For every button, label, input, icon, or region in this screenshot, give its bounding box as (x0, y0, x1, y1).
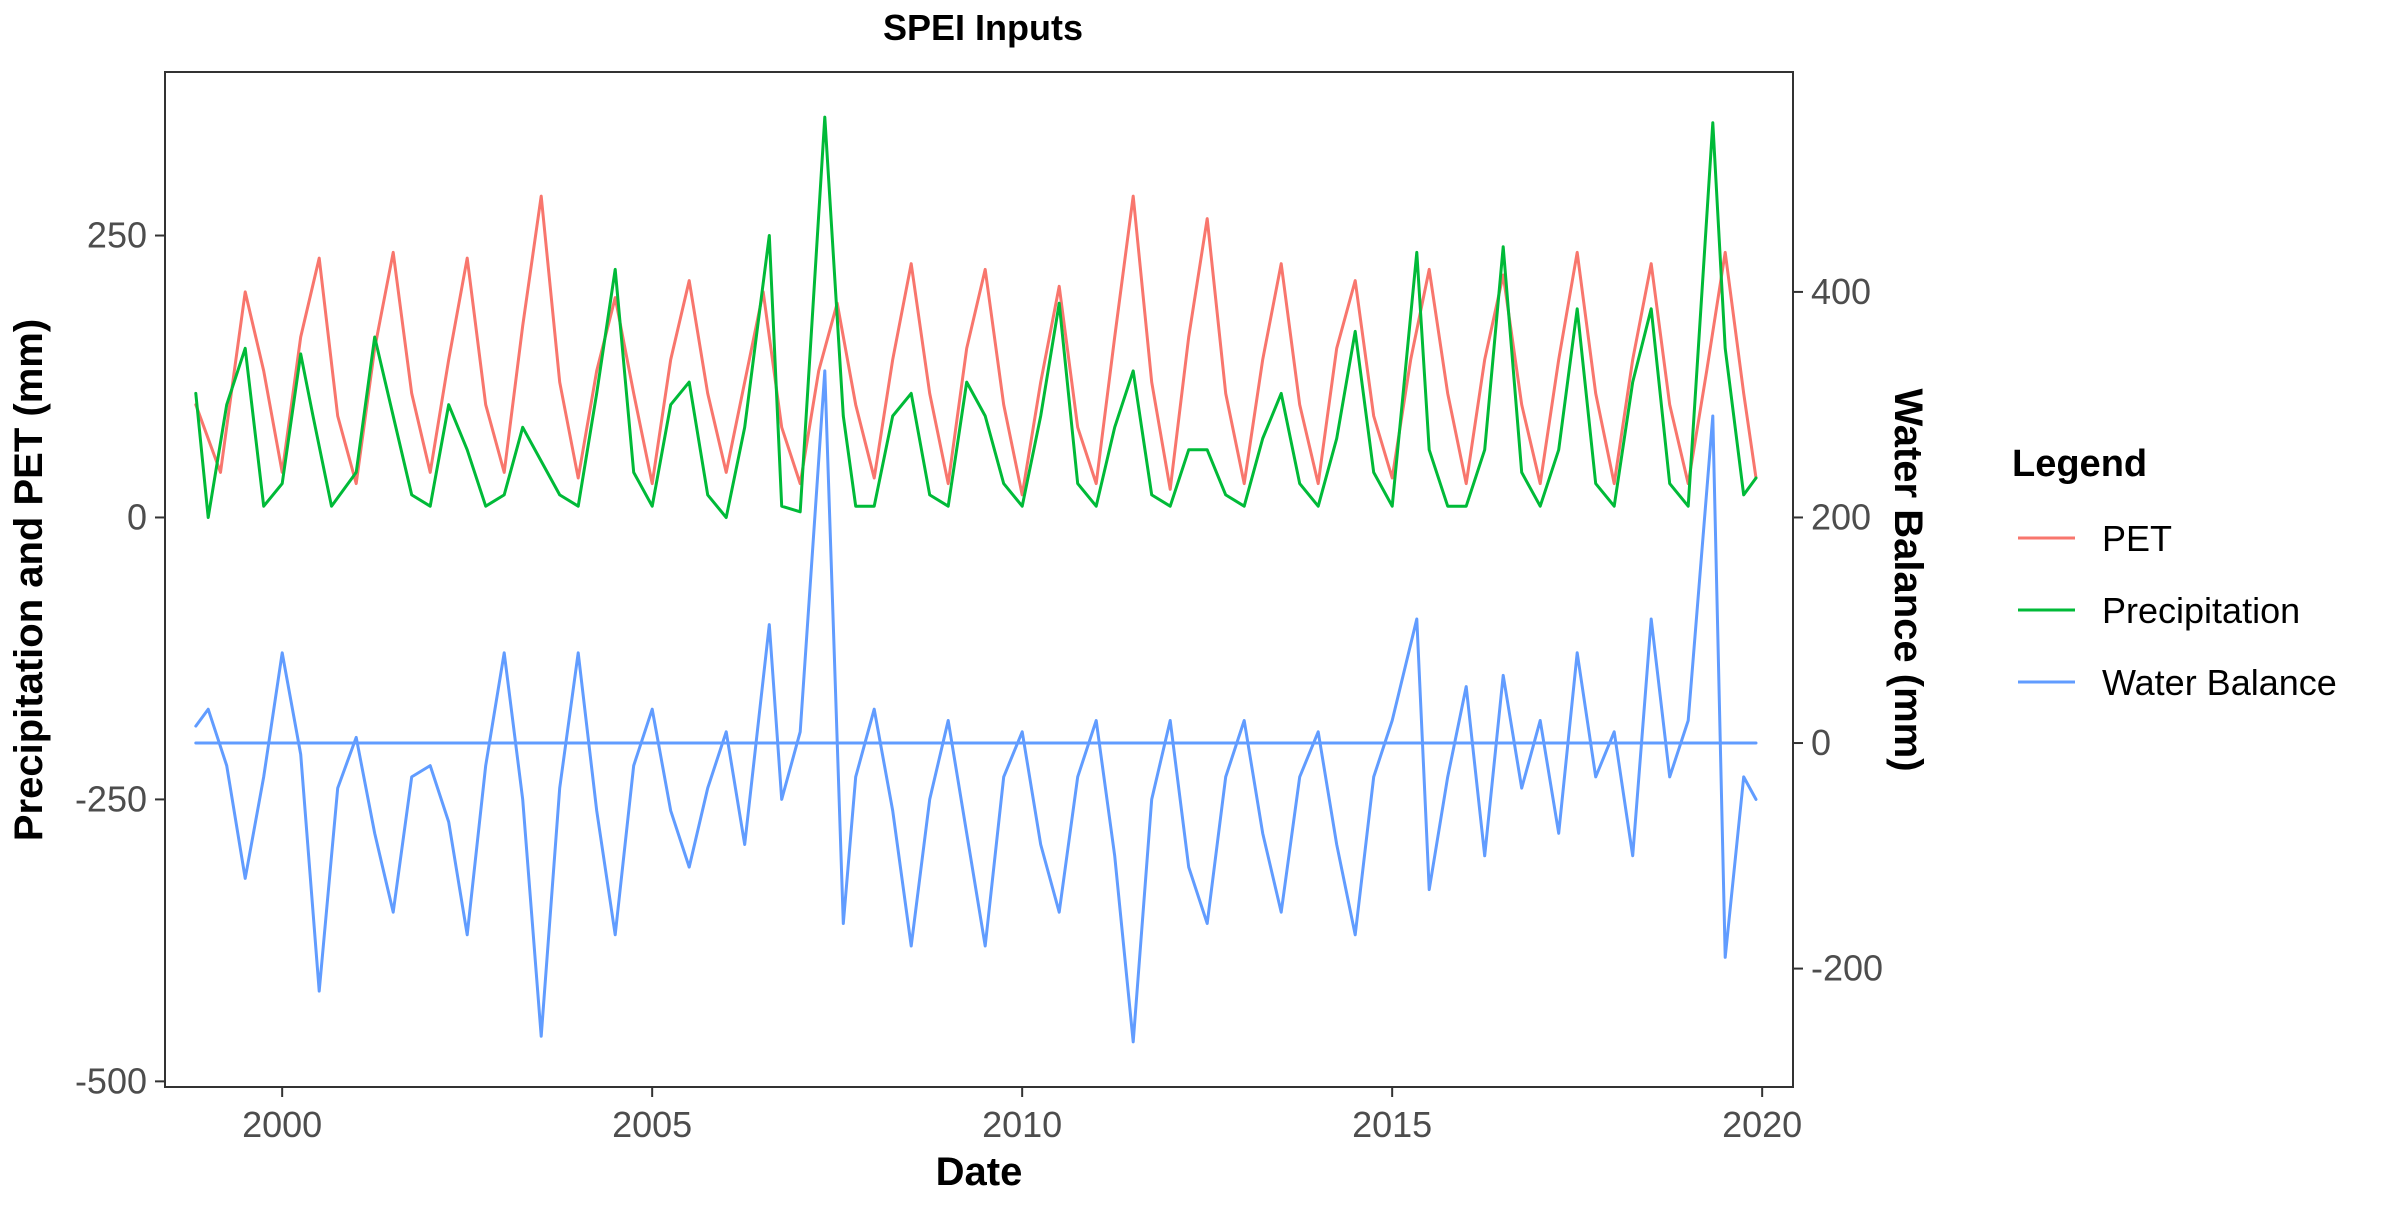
left-tick-label: 250 (87, 215, 147, 256)
x-tick-label: 2005 (612, 1104, 692, 1145)
right-tick-label: 200 (1811, 496, 1871, 537)
x-tick-label: 2010 (982, 1104, 1062, 1145)
legend-title: Legend (2012, 443, 2147, 485)
x-axis-title: Date (936, 1150, 1023, 1194)
series-line-precipitation-1 (194, 115, 1758, 519)
left-axis: -500 -250 0 250 (75, 215, 165, 1101)
series-layer (194, 115, 1758, 1044)
right-tick-label: 0 (1811, 722, 1831, 763)
x-axis: 2000 2005 2010 2015 2020 (242, 1087, 1802, 1145)
legend-label-precipitation: Precipitation (2102, 590, 2300, 631)
x-tick-label: 2020 (1722, 1104, 1802, 1145)
right-axis: -200 0 200 400 (1793, 271, 1883, 989)
left-tick-label: 0 (127, 496, 147, 537)
left-axis-title: Precipitation and PET (mm) (7, 319, 51, 841)
legend-label-water-balance: Water Balance (2102, 662, 2337, 703)
legend-label-pet: PET (2102, 518, 2172, 559)
x-tick-label: 2000 (242, 1104, 322, 1145)
chart-title: SPEI Inputs (883, 7, 1083, 48)
right-axis-title: Water Balance (mm) (1886, 388, 1930, 771)
x-tick-label: 2015 (1352, 1104, 1432, 1145)
right-tick-label: -200 (1811, 948, 1883, 989)
plot-panel-border (164, 71, 1794, 1088)
left-tick-label: -250 (75, 778, 147, 819)
legend: Legend PET Precipitation Water Balance (2012, 443, 2337, 703)
series-line-pet-0 (194, 194, 1758, 497)
series-line-water-balance-2 (194, 369, 1758, 1044)
right-tick-label: 400 (1811, 271, 1871, 312)
left-tick-label: -500 (75, 1060, 147, 1101)
